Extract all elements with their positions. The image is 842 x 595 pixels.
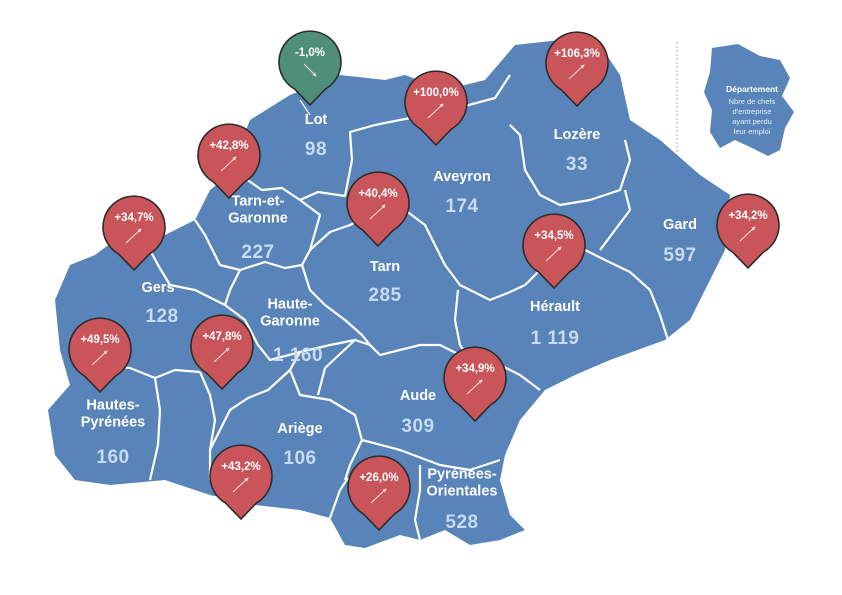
legend-title: Département: [726, 84, 778, 94]
legend-line-4: leur emploi: [734, 127, 771, 136]
pin-change-text: +100,0%: [413, 87, 459, 99]
arrow-up-right-icon: [370, 488, 387, 504]
legend: Département Nbre de chefs d'entreprise a…: [704, 44, 794, 156]
arrow-up-right-icon: [213, 347, 230, 363]
department-value-gard: 597: [663, 245, 696, 266]
pin-change-text: +34,5%: [534, 230, 573, 242]
pin-shape: [347, 455, 411, 532]
pin-change-text: +106,3%: [554, 48, 600, 60]
arrow-up-right-icon: [545, 246, 562, 262]
lot-cahors-boundary: [299, 99, 311, 116]
pin-change-text: +34,7%: [114, 212, 153, 224]
arrow-up-right-icon: [91, 350, 108, 366]
department-name-hautes-pyrenees: Pyrénées: [81, 415, 146, 431]
arrow-up-right-icon: [125, 228, 142, 244]
department-name-pyrenees-orientales: Orientales: [427, 484, 498, 500]
department-value-aveyron: 174: [445, 196, 478, 217]
department-name-hautes-pyrenees: Hautes-: [86, 398, 139, 414]
department-value-aude: 309: [401, 416, 434, 437]
change-pin-herault: +34,5%: [522, 213, 586, 290]
arrow-up-right-icon: [466, 379, 483, 395]
change-pin-lot: -1,0%: [278, 30, 342, 107]
department-value-lozere: 33: [566, 154, 588, 175]
pin-shape: [522, 213, 586, 290]
arrow-up-right-icon: [232, 477, 249, 493]
legend-line-1: Nbre de chefs: [729, 97, 776, 106]
department-value-ariege: 106: [283, 448, 316, 469]
pin-change-text: +34,2%: [728, 210, 767, 222]
pin-change-text: +47,8%: [202, 331, 241, 343]
pin-shape: [545, 31, 609, 108]
department-name-haute-garonne: Haute-: [267, 297, 312, 313]
change-pin-ariege: +43,2%: [209, 444, 273, 521]
department-name-lot: Lot: [305, 112, 328, 128]
department-name-gard: Gard: [663, 217, 697, 233]
department-name-lozere: Lozère: [554, 127, 601, 143]
pin-change-text: +49,5%: [80, 334, 119, 346]
department-name-tarn: Tarn: [370, 259, 400, 275]
department-name-pyrenees-orientales: Pyrénées-: [427, 467, 496, 483]
department-name-tarn-et-garonne: Tarn-et-: [232, 194, 285, 210]
department-name-gers: Gers: [141, 280, 174, 296]
change-pin-pyrenees-orientales: +26,0%: [347, 455, 411, 532]
pin-change-text: +43,2%: [221, 461, 260, 473]
legend-france-shape: [704, 44, 794, 156]
pin-shape: [443, 346, 507, 423]
pin-shape: [68, 317, 132, 394]
pin-shape: [346, 171, 410, 248]
change-pin-tarn-et-garonne: +42,8%: [197, 123, 261, 200]
department-value-haute-garonne: 1 160: [273, 345, 323, 366]
department-value-pyrenees-orientales: 528: [445, 512, 478, 533]
pin-change-text: +40,4%: [358, 188, 397, 200]
change-pin-lozere: +106,3%: [545, 31, 609, 108]
arrow-up-right-icon: [220, 156, 237, 172]
pin-shape: [190, 314, 254, 391]
arrow-up-right-icon: [739, 226, 756, 242]
department-value-tarn-et-garonne: 227: [241, 242, 274, 263]
pin-shape: [716, 193, 780, 270]
pin-shape: [102, 195, 166, 272]
change-pin-gers: +34,7%: [102, 195, 166, 272]
legend-line-2: d'entreprise: [733, 107, 772, 116]
department-name-aude: Aude: [400, 388, 436, 404]
change-pin-gard: +34,2%: [716, 193, 780, 270]
change-pin-hautes-pyrenees: +49,5%: [68, 317, 132, 394]
legend-line-3: ayant perdu: [732, 117, 772, 126]
pin-shape: [209, 444, 273, 521]
department-value-herault: 1 119: [531, 328, 580, 349]
change-pin-aude: +34,9%: [443, 346, 507, 423]
department-value-gers: 128: [145, 306, 178, 327]
region-outline: [48, 40, 730, 548]
pin-change-text: +26,0%: [359, 472, 398, 484]
pin-shape: [278, 30, 342, 107]
department-value-lot: 98: [305, 139, 327, 160]
department-name-haute-garonne: Garonne: [260, 314, 320, 330]
department-name-ariege: Ariège: [277, 421, 322, 437]
department-value-hautes-pyrenees: 160: [96, 447, 129, 468]
department-name-herault: Hérault: [530, 299, 580, 315]
department-name-tarn-et-garonne: Garonne: [228, 211, 288, 227]
arrow-up-right-icon: [427, 103, 444, 119]
change-pin-haute-garonne: +47,8%: [190, 314, 254, 391]
department-name-aveyron: Aveyron: [433, 169, 490, 185]
arrow-up-right-icon: [369, 204, 386, 220]
arrow-up-right-icon: [568, 64, 585, 80]
arrow-down-right-icon: [303, 63, 317, 77]
pin-shape: [197, 123, 261, 200]
department-value-tarn: 285: [368, 285, 401, 306]
pin-change-text: -1,0%: [295, 47, 325, 59]
pin-change-text: +34,9%: [455, 363, 494, 375]
change-pin-aveyron: +100,0%: [404, 70, 468, 147]
pin-shape: [404, 70, 468, 147]
pin-change-text: +42,8%: [209, 140, 248, 152]
change-pin-tarn: +40,4%: [346, 171, 410, 248]
